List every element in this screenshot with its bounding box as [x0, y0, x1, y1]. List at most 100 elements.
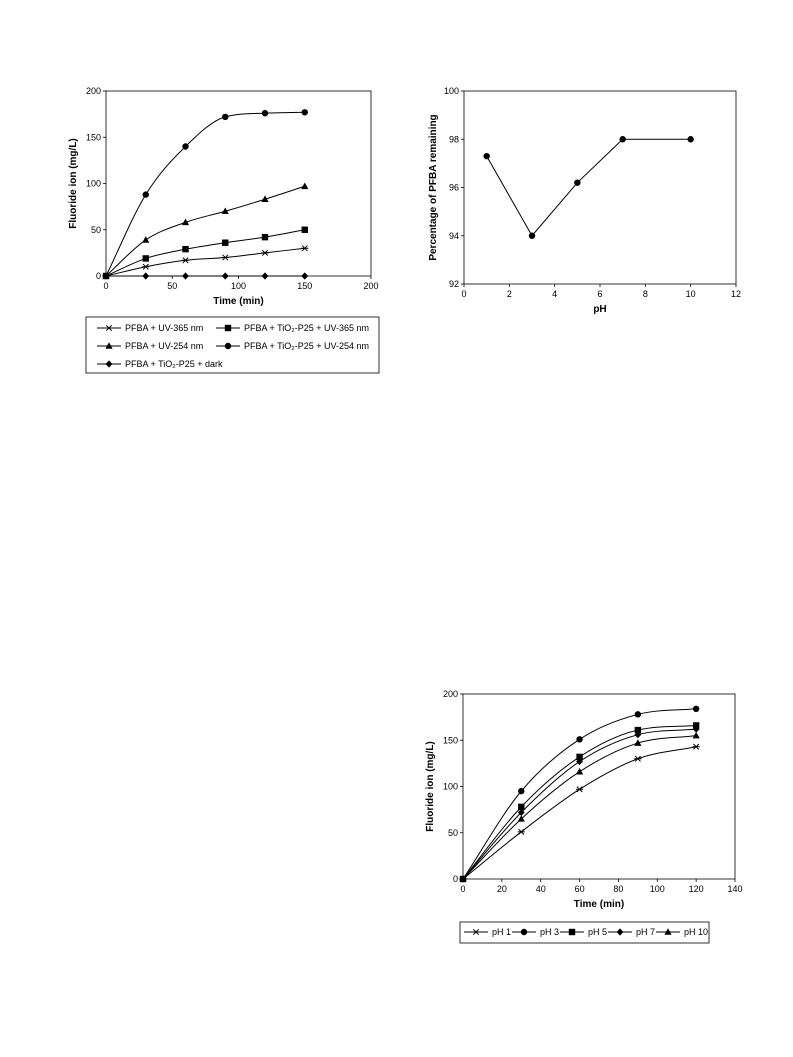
legend-item: pH 3 — [512, 927, 559, 937]
series-2 — [459, 705, 700, 883]
legend-label: PFBA + UV-254 nm — [125, 341, 203, 351]
y-tick-label: 200 — [86, 86, 101, 96]
data-point — [634, 731, 642, 739]
series-line — [462, 728, 697, 880]
data-point — [102, 272, 110, 280]
data-point — [261, 249, 269, 256]
series-1 — [483, 136, 694, 239]
x-tick-label: 120 — [689, 884, 704, 894]
legend-marker — [520, 928, 528, 936]
legend-label: PFBA + TiO₂-P25 + dark — [125, 359, 223, 369]
series-3 — [459, 722, 700, 883]
data-point — [221, 207, 229, 215]
data-point — [301, 109, 308, 116]
legend-label: pH 7 — [636, 927, 655, 937]
series-5 — [102, 272, 309, 280]
x-tick-label: 10 — [686, 289, 696, 299]
data-point — [634, 711, 642, 718]
data-point — [181, 257, 190, 264]
chart-2: 0 2 4 6 8 10 12 92 94 96 98 100 pH Percentage of PFBA… — [428, 86, 741, 315]
data-point — [575, 786, 584, 793]
y-axis-label: Percentage of PFBA remaining — [428, 114, 439, 260]
legend: pH 1 pH 3 pH 5 pH 7 pH 10 — [459, 921, 710, 944]
data-point — [261, 233, 269, 241]
x-tick-label: 40 — [536, 884, 546, 894]
data-point — [528, 232, 536, 239]
y-tick-label: 150 — [443, 735, 458, 745]
data-point — [142, 236, 150, 243]
x-tick-label: 0 — [103, 281, 108, 291]
data-point — [142, 255, 149, 262]
series-2 — [102, 226, 308, 280]
data-point — [142, 191, 149, 198]
legend-marker — [224, 342, 232, 350]
y-axis-label: Fluoride ion (mg/L) — [68, 138, 79, 229]
legend-marker — [105, 342, 113, 349]
series-5 — [459, 731, 700, 882]
legend-label: pH 1 — [492, 927, 511, 937]
legend-marker — [105, 360, 113, 368]
y-tick-label: 0 — [453, 874, 458, 884]
data-point — [518, 803, 525, 811]
data-point — [692, 705, 700, 712]
x-tick-label: 8 — [643, 289, 648, 299]
data-point — [142, 263, 150, 270]
data-point — [221, 272, 229, 280]
y-tick-label: 50 — [91, 225, 101, 235]
y-tick-label: 0 — [96, 271, 101, 281]
data-point — [575, 767, 584, 775]
series-4 — [102, 109, 308, 280]
legend-item: PFBA + TiO₂-P25 + UV-365 nm — [216, 323, 369, 333]
legend-item: pH 1 — [464, 927, 511, 937]
data-point — [634, 739, 642, 746]
legend-marker — [568, 928, 576, 936]
x-tick-label: 60 — [575, 884, 585, 894]
data-point — [222, 239, 229, 246]
data-point — [517, 808, 525, 816]
legend-marker — [616, 928, 624, 936]
y-tick-label: 100 — [443, 782, 458, 792]
x-axis-label: Time (min) — [574, 899, 624, 910]
data-point — [301, 182, 309, 190]
y-tick-label: 98 — [449, 134, 459, 144]
data-point — [301, 226, 308, 233]
data-point — [182, 272, 189, 280]
series-line — [462, 746, 697, 880]
y-tick-label: 100 — [86, 179, 101, 189]
legend: PFBA + UV-365 nm PFBA + TiO₂-P25 + UV-365… — [85, 316, 380, 374]
data-point — [517, 815, 525, 822]
data-point — [181, 218, 190, 226]
x-tick-label: 200 — [363, 281, 378, 291]
y-tick-label: 94 — [449, 231, 459, 241]
x-tick-label: 2 — [507, 289, 512, 299]
data-point — [576, 753, 583, 761]
legend-marker — [105, 324, 113, 332]
data-point — [517, 828, 525, 835]
series-line — [462, 724, 697, 880]
legend-frame — [85, 316, 380, 374]
y-axis-label: Fluoride ion (mg/L) — [425, 741, 436, 832]
y-tick-label: 150 — [86, 132, 101, 142]
x-axis-label: Time (min) — [213, 296, 263, 307]
data-point — [687, 136, 694, 143]
x-tick-label: 12 — [731, 289, 741, 299]
x-tick-label: 0 — [460, 884, 465, 894]
legend-item: PFBA + UV-254 nm — [97, 341, 203, 351]
legend-frame — [459, 921, 710, 944]
plot-frame — [462, 693, 736, 880]
x-tick-label: 4 — [552, 289, 557, 299]
data-point — [576, 757, 583, 766]
x-tick-label: 100 — [231, 281, 246, 291]
legend-label: PFBA + UV-365 nm — [125, 323, 203, 333]
data-point — [182, 245, 189, 253]
data-point — [221, 254, 229, 261]
chart-3: 0 20 40 60 80 100 120 140 0 50 100 150 200 Time (min)… — [425, 689, 743, 944]
data-point — [222, 113, 229, 121]
legend-marker — [472, 928, 480, 936]
chart-1: 0 50 100 150 200 0 50 100 150 200 Time (min) Fluori… — [68, 86, 380, 374]
series-line — [105, 229, 305, 277]
x-tick-label: 140 — [727, 884, 742, 894]
data-point — [483, 152, 490, 160]
data-point — [574, 179, 581, 186]
